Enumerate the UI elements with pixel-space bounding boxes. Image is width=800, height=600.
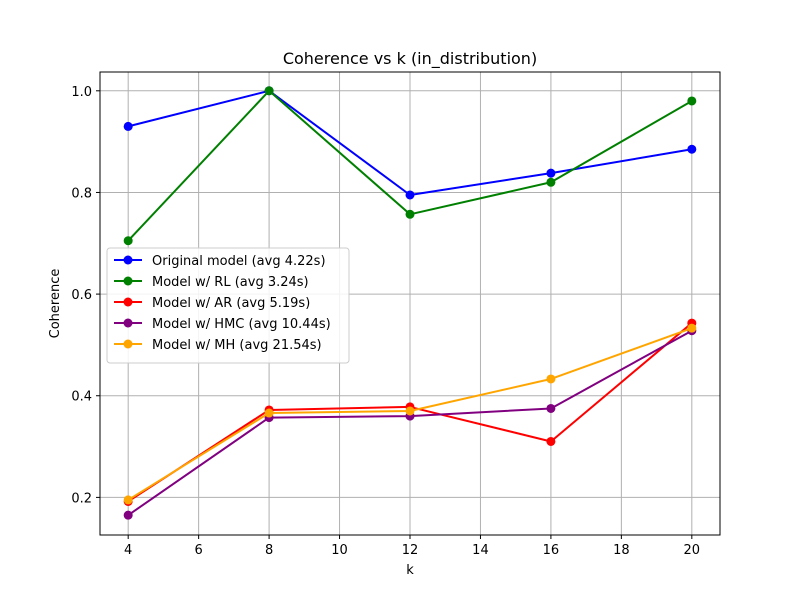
axis-ticks: 4 6 8 10 12 14 16 18 20 0.2 0.4 0.6 0.8 1.0 (71, 85, 700, 558)
legend-marker (123, 255, 133, 265)
legend-label: Model w/ HMC (avg 10.44s) (152, 317, 331, 332)
data-point (687, 144, 697, 154)
x-tick-label: 14 (472, 543, 489, 558)
data-point (546, 168, 556, 178)
legend-label: Model w/ RL (avg 3.24s) (152, 275, 309, 290)
legend: Original model (avg 4.22s) Model w/ RL (a… (106, 247, 350, 364)
data-point (123, 236, 133, 246)
y-tick-label: 0.2 (71, 491, 92, 506)
series-4 (123, 323, 697, 505)
legend-item: Model w/ RL (avg 3.24s) (114, 275, 309, 290)
data-point (405, 209, 415, 219)
y-tick-label: 0.6 (71, 288, 92, 303)
data-point (123, 510, 133, 520)
legend-label: Model w/ AR (avg 5.19s) (152, 296, 310, 311)
y-tick-label: 0.8 (71, 186, 92, 201)
chart-title: Coherence vs k (in_distribution) (283, 49, 537, 69)
x-tick-label: 12 (402, 543, 419, 558)
data-point (687, 96, 697, 106)
legend-box (106, 247, 350, 364)
data-point (546, 374, 556, 384)
data-point (546, 403, 556, 413)
legend-marker (123, 297, 133, 307)
x-tick-label: 8 (265, 543, 273, 558)
series-layer (123, 86, 697, 520)
data-point (687, 323, 697, 333)
legend-marker (123, 339, 133, 349)
legend-marker (123, 276, 133, 286)
data-point (123, 121, 133, 131)
y-tick-label: 0.4 (71, 390, 92, 405)
x-tick-label: 16 (543, 543, 560, 558)
legend-item: Model w/ HMC (avg 10.44s) (114, 317, 331, 332)
data-point (546, 436, 556, 446)
data-point (405, 190, 415, 200)
x-tick-label: 20 (684, 543, 701, 558)
x-tick-label: 6 (194, 543, 202, 558)
data-point (264, 408, 274, 418)
data-point (405, 406, 415, 416)
series-1 (123, 86, 697, 246)
legend-item: Model w/ MH (avg 21.54s) (114, 338, 322, 353)
y-tick-label: 1.0 (71, 85, 92, 100)
x-tick-label: 18 (613, 543, 630, 558)
legend-marker (123, 318, 133, 328)
x-axis-label: k (406, 563, 414, 578)
x-tick-label: 10 (331, 543, 348, 558)
legend-item: Model w/ AR (avg 5.19s) (114, 296, 310, 311)
legend-item: Original model (avg 4.22s) (114, 254, 326, 269)
legend-label: Model w/ MH (avg 21.54s) (152, 338, 322, 353)
data-point (123, 495, 133, 505)
data-point (264, 86, 274, 96)
y-axis-label: Coherence (48, 269, 63, 339)
x-tick-label: 4 (124, 543, 132, 558)
data-point (546, 177, 556, 187)
legend-label: Original model (avg 4.22s) (152, 254, 326, 269)
